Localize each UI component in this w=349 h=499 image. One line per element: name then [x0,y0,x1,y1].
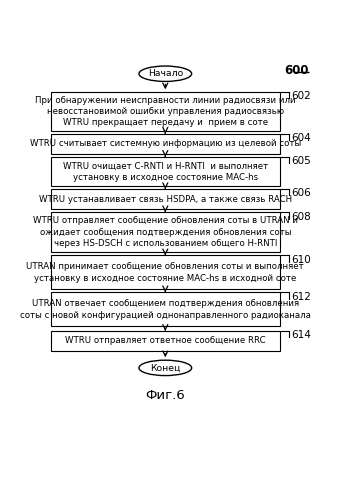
Text: 608: 608 [291,212,311,222]
Text: WTRU устанавливает связь HSDPA, а также связь RACH: WTRU устанавливает связь HSDPA, а также … [39,195,292,204]
Text: 600: 600 [284,64,309,77]
Text: 606: 606 [291,189,311,199]
Text: WTRU отправляет ответное сообщение RRC: WTRU отправляет ответное сообщение RRC [65,336,266,345]
FancyBboxPatch shape [51,255,280,289]
FancyBboxPatch shape [51,92,280,131]
Text: UTRAN принимает сообщение обновления соты и выполняет
установку в исходное состо: UTRAN принимает сообщение обновления сот… [27,262,304,282]
Text: 612: 612 [291,291,311,302]
Text: 610: 610 [291,254,311,264]
Text: WTRU считывает системную информацию из целевой соты: WTRU считывает системную информацию из ц… [30,139,301,148]
Text: WTRU очищает C-RNTI и H-RNTI  и выполняет
установку в исходное состояние MAC-hs: WTRU очищает C-RNTI и H-RNTI и выполняет… [63,161,268,182]
Text: Конец: Конец [150,363,180,372]
Text: Фиг.6: Фиг.6 [146,389,185,402]
Text: WTRU отправляет сообщение обновления соты в UTRAN и
ожидает сообщения подтвержде: WTRU отправляет сообщение обновления сот… [33,217,298,249]
Text: 605: 605 [291,156,311,166]
Text: Начало: Начало [148,69,183,78]
Ellipse shape [139,360,192,376]
FancyBboxPatch shape [51,292,280,326]
Text: 602: 602 [291,91,311,101]
FancyBboxPatch shape [51,134,280,154]
Text: UTRAN отвечает сообщением подтверждения обновления
соты с новой конфигурацией од: UTRAN отвечает сообщением подтверждения … [20,299,311,319]
Text: 604: 604 [291,133,311,143]
Text: При обнаружении неисправности линии радиосвязи или
невосстановимой ошибки управл: При обнаружении неисправности линии ради… [35,95,296,127]
FancyBboxPatch shape [51,331,280,351]
Text: 614: 614 [291,330,311,340]
Ellipse shape [139,66,192,81]
FancyBboxPatch shape [51,213,280,252]
FancyBboxPatch shape [51,189,280,209]
FancyBboxPatch shape [51,157,280,186]
